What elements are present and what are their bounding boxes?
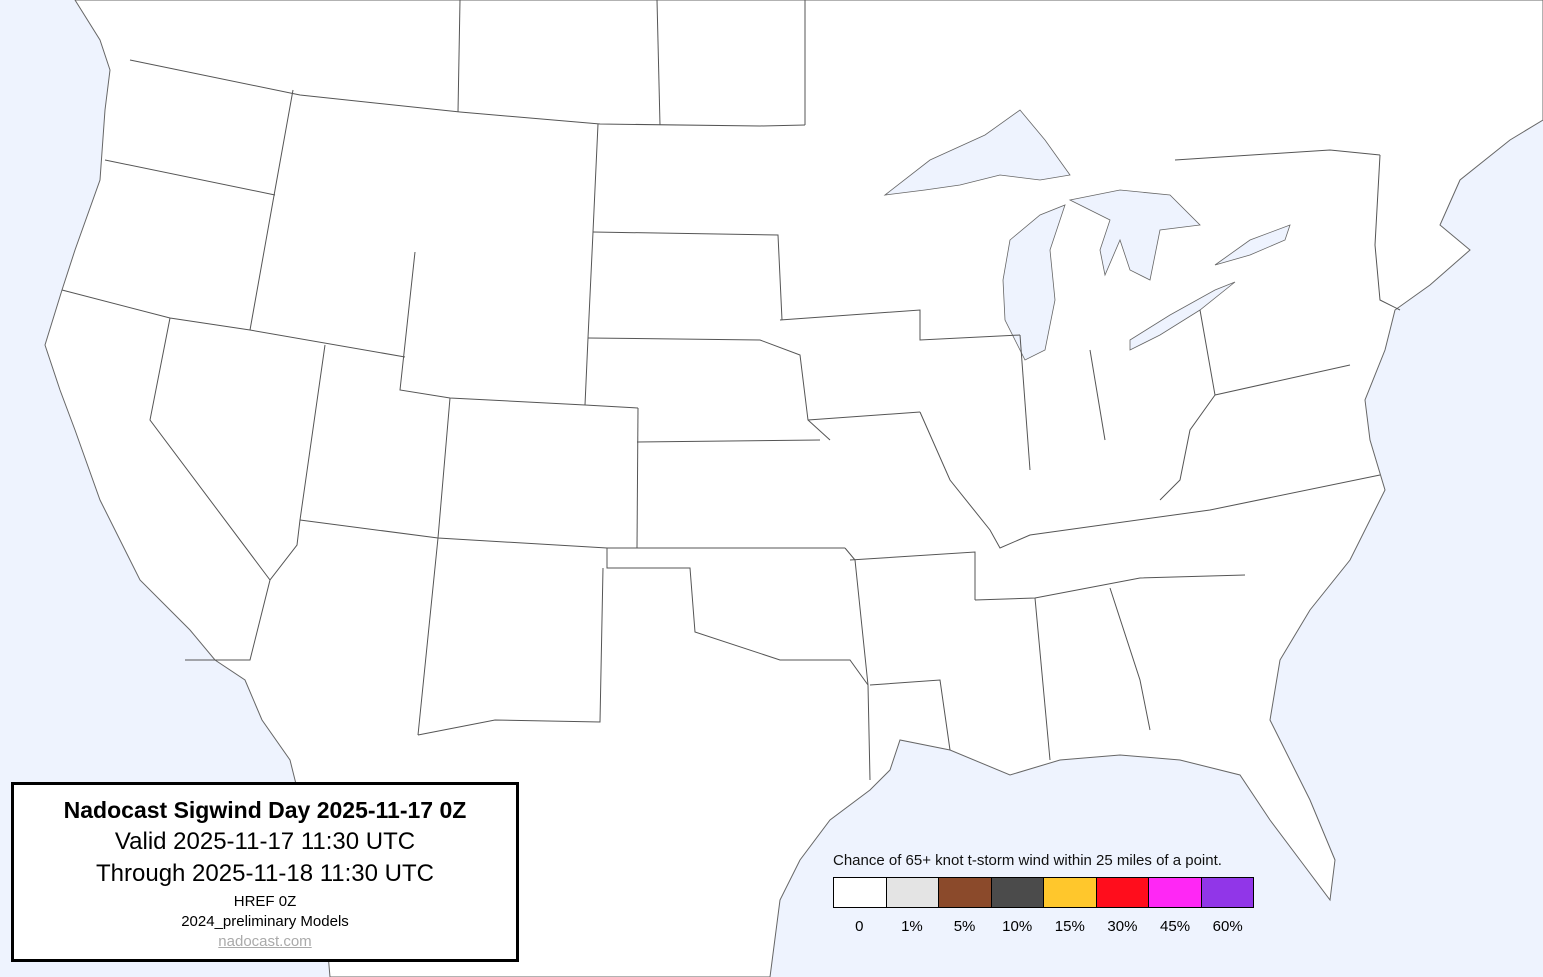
lake-huron [1068,189,1201,281]
legend-label: 0 [855,918,864,935]
state-borders [61,0,1401,781]
legend-swatch [1096,878,1149,907]
forecast-title: Nadocast Sigwind Day 2025-11-17 0Z [63,797,467,823]
through-time: Through 2025-11-18 11:30 UTC [96,860,434,887]
legend-labels: 0 1% 5% 10% 15% 30% 45% 60% [833,918,1254,935]
legend-label: 5% [953,918,976,935]
lake-ontario [1214,224,1291,266]
legend-swatch [834,878,887,907]
legend-label: 60% [1212,918,1243,935]
legend-label: 30% [1107,918,1138,935]
legend-swatch [1149,878,1202,907]
lake-erie [1129,281,1236,351]
lake-michigan [1002,204,1066,361]
info-box: Nadocast Sigwind Day 2025-11-17 0Z Valid… [11,782,519,962]
nadocast-link[interactable]: nadocast.com [218,933,312,950]
legend-swatch [1201,878,1253,907]
legend-swatches [833,877,1254,908]
legend-label: 10% [1002,918,1033,935]
models-version: 2024_preliminary Models [181,913,349,930]
legend-swatch [991,878,1044,907]
lake-superior [883,109,1071,196]
legend-title: Chance of 65+ knot t-storm wind within 2… [833,852,1222,869]
valid-time: Valid 2025-11-17 11:30 UTC [114,828,416,855]
legend-swatch [939,878,992,907]
legend-swatch [886,878,939,907]
model-run: HREF 0Z [233,893,297,910]
legend-label: 45% [1160,918,1191,935]
legend-label: 15% [1054,918,1085,935]
legend: Chance of 65+ knot t-storm wind within 2… [833,852,1273,935]
legend-swatch [1044,878,1097,907]
legend-label: 1% [901,918,923,935]
